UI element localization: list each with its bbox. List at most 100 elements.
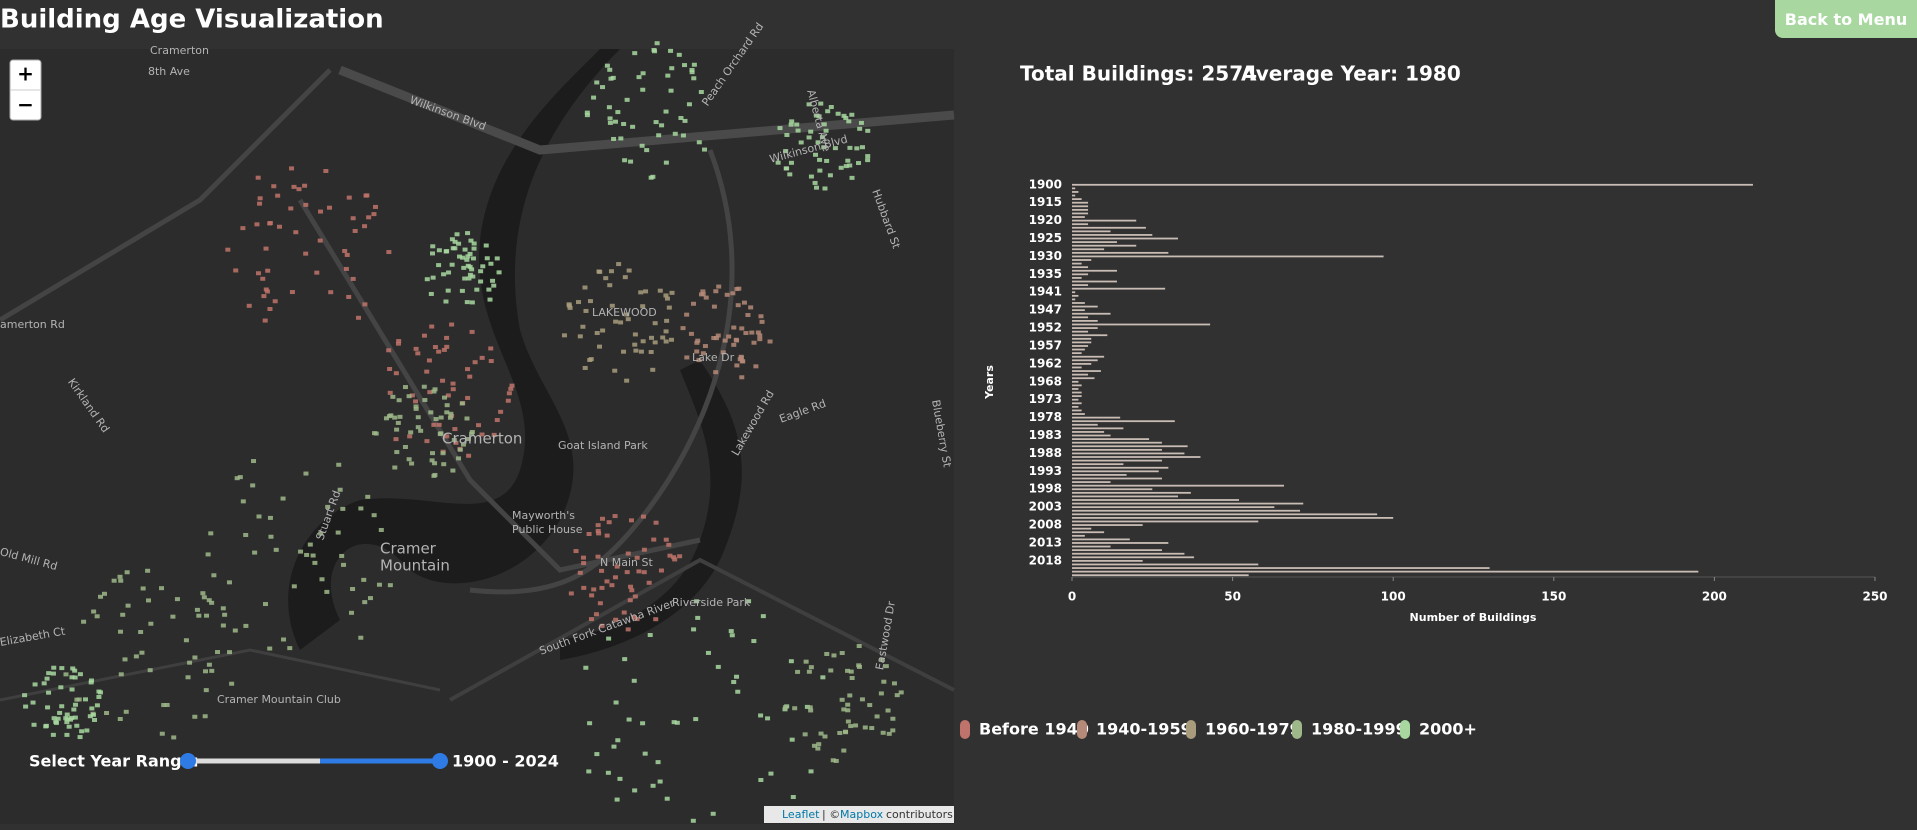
building — [757, 333, 763, 338]
y-tick-label: 1935 — [1029, 267, 1062, 281]
zoom-in[interactable]: + — [17, 62, 34, 86]
map-label: Mayworth's — [512, 509, 575, 522]
building — [468, 238, 474, 243]
building — [101, 591, 107, 596]
building — [393, 371, 399, 376]
building — [839, 651, 845, 656]
building — [428, 291, 434, 296]
bar — [1072, 409, 1082, 412]
building — [373, 431, 379, 436]
slider-handle[interactable] — [432, 753, 448, 769]
building — [449, 262, 455, 267]
building — [617, 776, 623, 781]
map-label: Public House — [512, 523, 583, 536]
building — [815, 140, 821, 145]
building — [624, 570, 630, 575]
bar — [1072, 305, 1098, 308]
building — [441, 272, 447, 277]
building — [466, 276, 472, 281]
building — [46, 690, 52, 695]
building — [464, 257, 470, 262]
building — [325, 504, 331, 509]
building — [289, 290, 295, 295]
building — [90, 712, 96, 717]
building — [743, 331, 749, 336]
building — [728, 629, 734, 634]
building — [731, 342, 737, 347]
building — [607, 120, 613, 125]
building — [206, 598, 212, 603]
legend-swatch — [1400, 720, 1410, 739]
building — [484, 256, 490, 261]
building — [720, 350, 726, 355]
bar — [1072, 470, 1159, 473]
building — [879, 657, 885, 662]
bar — [1072, 187, 1076, 190]
zoom-out[interactable]: − — [17, 93, 34, 117]
building — [456, 456, 462, 461]
bar — [1072, 198, 1082, 201]
building — [133, 654, 139, 659]
road — [449, 557, 955, 702]
x-tick-label: 250 — [1862, 590, 1887, 604]
bar — [1072, 434, 1111, 437]
building — [605, 770, 611, 775]
building — [616, 262, 622, 267]
building — [431, 422, 437, 427]
building — [664, 296, 670, 301]
building — [318, 531, 324, 536]
building — [74, 723, 80, 728]
building — [584, 113, 590, 118]
building — [469, 267, 475, 272]
back-button[interactable]: Back to Menu — [1775, 0, 1917, 38]
building — [252, 550, 258, 555]
building — [845, 719, 851, 724]
building — [444, 335, 450, 340]
building — [663, 329, 669, 334]
building — [470, 274, 476, 279]
building — [659, 123, 665, 128]
building — [449, 237, 455, 242]
building — [125, 603, 131, 608]
building — [595, 554, 601, 559]
building — [792, 706, 798, 711]
building — [859, 145, 865, 150]
building — [444, 403, 450, 408]
building — [837, 730, 843, 735]
attribution-link[interactable]: Mapbox — [840, 808, 884, 821]
building — [192, 655, 198, 660]
building — [509, 383, 515, 388]
bar — [1072, 251, 1169, 254]
building — [471, 246, 477, 251]
building — [857, 126, 863, 131]
building — [848, 724, 854, 729]
building — [124, 570, 130, 575]
building — [450, 468, 456, 473]
building — [66, 724, 72, 729]
building — [23, 704, 29, 709]
building — [387, 583, 393, 588]
building — [660, 335, 666, 340]
building — [653, 520, 659, 525]
building — [880, 730, 886, 735]
bar — [1072, 549, 1162, 552]
building — [698, 90, 704, 95]
building — [694, 340, 700, 345]
building — [597, 601, 603, 606]
bar — [1072, 212, 1089, 215]
building — [745, 313, 751, 318]
building — [581, 561, 587, 566]
building — [856, 161, 862, 166]
building — [444, 434, 450, 439]
building — [689, 67, 695, 72]
building — [488, 359, 494, 364]
building — [196, 613, 202, 618]
building — [811, 743, 817, 748]
slider-handle[interactable] — [180, 753, 196, 769]
building — [460, 442, 466, 447]
building — [638, 349, 644, 354]
attribution-link[interactable]: Leaflet — [782, 808, 820, 821]
map-label: amerton Rd — [0, 318, 65, 331]
building — [842, 729, 848, 734]
building — [827, 173, 833, 178]
